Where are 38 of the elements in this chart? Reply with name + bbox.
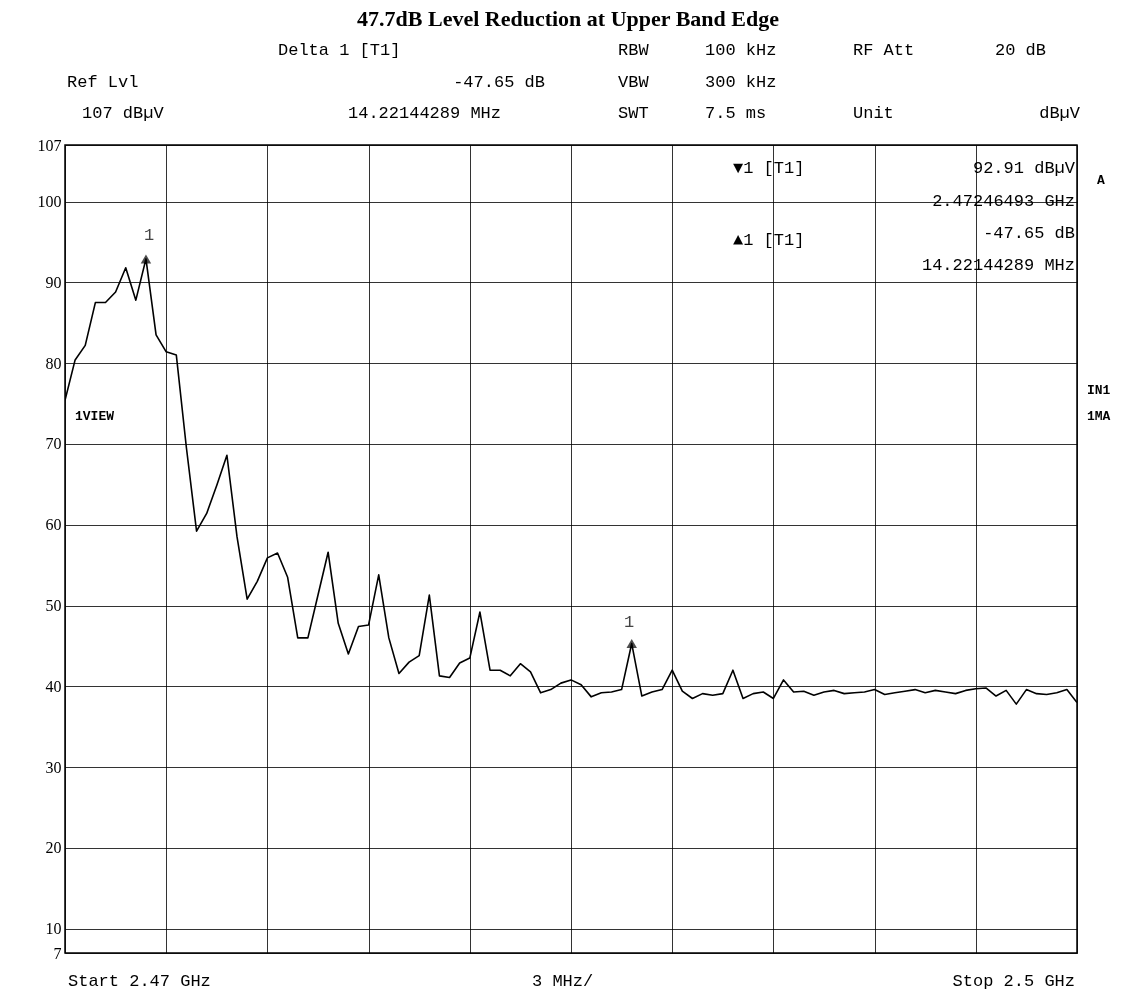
text: Delta 1 [T1] bbox=[278, 41, 401, 60]
y-tick-label: 20 bbox=[45, 839, 62, 857]
text: RBW bbox=[618, 41, 650, 60]
text: 3 MHz/ bbox=[532, 972, 594, 991]
y-tick-label: 60 bbox=[45, 516, 62, 534]
text: A bbox=[1097, 173, 1106, 188]
y-tick-label: 107 bbox=[37, 136, 62, 154]
text: 107 dBµV bbox=[82, 104, 165, 123]
annotation: 1VIEW bbox=[75, 409, 115, 424]
text: SWT bbox=[618, 104, 649, 123]
text: Start 2.47 GHz bbox=[68, 972, 211, 991]
text: Ref Lvl bbox=[67, 73, 139, 92]
chart-title: 47.7dB Level Reduction at Upper Band Edge bbox=[357, 6, 780, 31]
y-tick-label: 40 bbox=[45, 677, 62, 695]
y-tick-label: 80 bbox=[45, 354, 62, 372]
text: dBµV bbox=[1039, 104, 1081, 123]
text: VBW bbox=[618, 73, 650, 92]
text: RF Att bbox=[853, 41, 915, 60]
text: 300 kHz bbox=[705, 73, 777, 92]
y-tick-label: 10 bbox=[45, 920, 62, 938]
y-tick-label: 70 bbox=[45, 435, 62, 453]
annotation: 1 bbox=[143, 226, 155, 245]
text: 7.5 ms bbox=[705, 104, 767, 123]
y-tick-label: 100 bbox=[37, 193, 62, 211]
y-tick-label: 90 bbox=[45, 273, 62, 291]
text: 14.22144289 MHz bbox=[348, 104, 502, 123]
text: 1MA bbox=[1087, 409, 1111, 424]
text: -47.65 dB bbox=[453, 73, 545, 92]
annotation: 1 bbox=[623, 613, 635, 632]
annotation: -47.65 dB bbox=[983, 224, 1075, 243]
text: Stop 2.5 GHz bbox=[952, 972, 1075, 991]
text: 20 dB bbox=[995, 41, 1047, 60]
text: IN1 bbox=[1087, 383, 1111, 398]
text: 100 kHz bbox=[705, 41, 777, 60]
text: Unit bbox=[853, 104, 894, 123]
y-tick-label: 30 bbox=[45, 758, 62, 776]
y-tick-label: 7 bbox=[53, 944, 62, 962]
y-tick-label: 50 bbox=[45, 597, 62, 615]
